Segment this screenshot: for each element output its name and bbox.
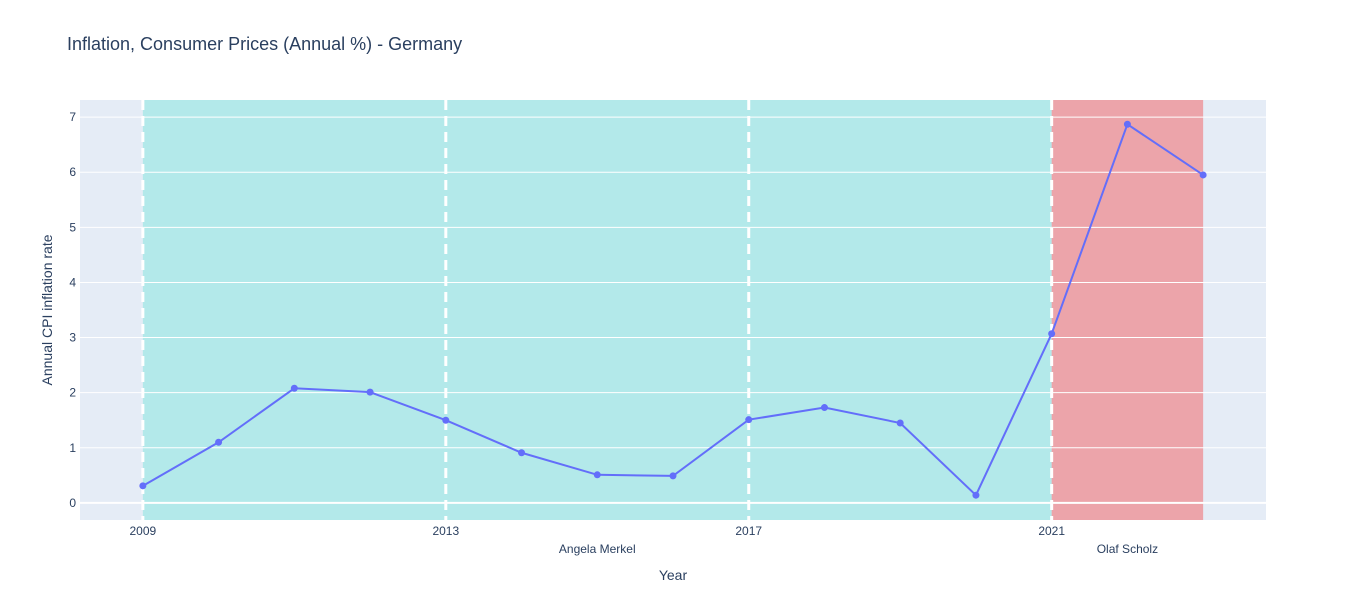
- y-tick-label: 0: [69, 496, 76, 510]
- period-labels: Angela Merkel Olaf Scholz: [559, 542, 1158, 556]
- data-point: [366, 388, 374, 396]
- x-tick-label: 2021: [1038, 524, 1065, 538]
- y-tick-label: 1: [69, 441, 76, 455]
- data-point: [593, 471, 601, 479]
- x-tick-labels: 2009 2013 2017 2021: [130, 524, 1066, 538]
- y-tick-label: 2: [69, 386, 76, 400]
- data-point: [1199, 171, 1207, 179]
- x-tick-label: 2013: [432, 524, 459, 538]
- y-tick-label: 4: [69, 275, 76, 289]
- data-point: [669, 472, 677, 480]
- series-group: [139, 120, 1207, 499]
- term-lines: [141, 100, 1054, 520]
- data-point: [1123, 120, 1131, 128]
- period-band-0: [142, 100, 1052, 520]
- gridlines: [80, 116, 1266, 504]
- data-point: [1048, 330, 1056, 338]
- data-point: [442, 416, 450, 424]
- data-point: [896, 419, 904, 427]
- y-tick-label: 7: [69, 110, 76, 124]
- data-point: [139, 482, 147, 490]
- data-point: [518, 449, 526, 457]
- data-point: [290, 384, 298, 392]
- chart-title: Inflation, Consumer Prices (Annual %) - …: [67, 34, 462, 54]
- period-label: Angela Merkel: [559, 542, 636, 556]
- period-shading: [142, 100, 1204, 520]
- y-tick-label: 5: [69, 220, 76, 234]
- data-point: [820, 404, 828, 412]
- x-axis-title: Year: [659, 567, 688, 583]
- period-label: Olaf Scholz: [1097, 542, 1158, 556]
- y-tick-labels: 0 1 2 3 4 5 6 7: [69, 110, 76, 510]
- y-axis-title: Annual CPI inflation rate: [39, 234, 55, 385]
- data-point: [745, 416, 753, 424]
- x-tick-label: 2017: [735, 524, 762, 538]
- y-tick-label: 6: [69, 165, 76, 179]
- y-tick-label: 3: [69, 331, 76, 345]
- x-tick-label: 2009: [130, 524, 157, 538]
- period-band-1: [1051, 100, 1204, 520]
- data-point: [972, 491, 980, 499]
- data-point: [215, 438, 223, 446]
